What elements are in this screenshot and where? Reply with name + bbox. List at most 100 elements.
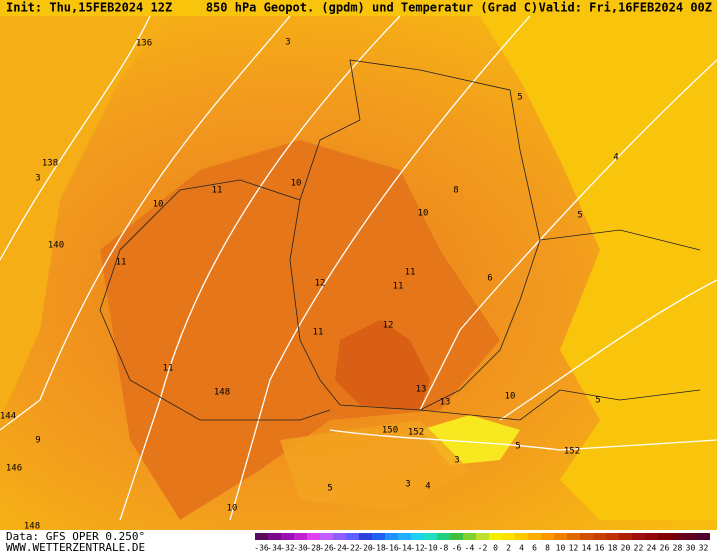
color-label: -20 [358,544,373,553]
color-label: 12 [569,544,579,553]
contour-label: 5 [515,442,520,452]
color-swatch [632,533,645,540]
color-label: 16 [595,544,605,553]
contour-label: 6 [487,274,492,284]
color-label: -34 [267,544,282,553]
color-swatch [255,533,268,540]
contour-label: 5 [517,93,522,103]
color-swatch [346,533,359,540]
cool-zone [0,16,170,420]
color-label: 24 [647,544,657,553]
color-label: -30 [293,544,308,553]
contour-label: 11 [163,364,174,374]
color-label: -26 [319,544,334,553]
contour-label: 11 [313,328,324,338]
color-swatch [541,533,554,540]
color-label: -14 [397,544,412,553]
map-title: 850 hPa Geopot. (gpdm) und Temperatur (G… [206,1,538,15]
color-swatch [424,533,437,540]
color-label: -22 [345,544,360,553]
color-label: 10 [556,544,566,553]
color-swatch [580,533,593,540]
data-source: Data: GFS OPER 0.250° [6,530,145,543]
contour-label: 13 [416,385,427,395]
warm-core [100,140,500,520]
header-bar [0,0,717,16]
color-swatch [411,533,424,540]
color-label: -36 [254,544,269,553]
color-swatch [476,533,489,540]
alps-zone [280,420,470,510]
borders [99,59,701,421]
color-label: 28 [673,544,683,553]
color-swatch [645,533,658,540]
color-swatch [489,533,502,540]
color-swatch [398,533,411,540]
color-swatch [502,533,515,540]
contour-label: 5 [327,484,332,494]
color-label: 18 [608,544,618,553]
color-label: 30 [686,544,696,553]
contour-label: 146 [6,464,22,474]
color-label: -28 [306,544,321,553]
color-label: -2 [478,544,488,553]
color-label: 8 [545,544,550,553]
contour-label: 11 [405,268,416,278]
color-swatch [671,533,684,540]
contour-label: 140 [48,241,64,251]
color-swatch [619,533,632,540]
color-swatch [450,533,463,540]
color-swatch [515,533,528,540]
color-label: -16 [384,544,399,553]
contour-label: 3 [405,480,410,490]
contour-label: 5 [577,211,582,221]
color-swatch [606,533,619,540]
color-swatch [528,533,541,540]
color-label: 26 [660,544,670,553]
warm-zone [480,16,717,520]
color-swatch [281,533,294,540]
hot-core [335,320,430,410]
color-label: 22 [634,544,644,553]
contour-label: 138 [42,159,58,169]
contour-label: 152 [408,428,424,438]
color-swatch [268,533,281,540]
color-swatch [307,533,320,540]
contour-label: 144 [0,412,16,422]
contour-label: 11 [212,186,223,196]
color-swatch [437,533,450,540]
color-swatch [372,533,385,540]
color-label: 32 [699,544,709,553]
color-swatch [333,533,346,540]
color-swatch [658,533,671,540]
contour-label: 3 [454,456,459,466]
contour-label: 13 [440,398,451,408]
color-label: -24 [332,544,347,553]
contour-label: 10 [418,209,429,219]
contour-label: 3 [285,38,290,48]
color-label: 2 [506,544,511,553]
color-swatch [463,533,476,540]
color-swatch [567,533,580,540]
color-label: -4 [465,544,475,553]
valid-time: Valid: Fri,16FEB2024 00Z [539,1,712,15]
contours [0,15,717,521]
color-label: -12 [410,544,425,553]
contour-label: 10 [505,392,516,402]
color-label: 0 [493,544,498,553]
contour-label: 150 [382,426,398,436]
color-label: 6 [532,544,537,553]
color-label: 14 [582,544,592,553]
color-swatch [359,533,372,540]
contour-label: 136 [136,39,152,49]
color-label: -10 [423,544,438,553]
color-swatch [554,533,567,540]
color-swatch [697,533,710,540]
color-label: -18 [371,544,386,553]
color-label: 4 [519,544,524,553]
color-swatch [684,533,697,540]
contour-label: 5 [595,396,600,406]
contour-label: 12 [383,321,394,331]
color-label: 20 [621,544,631,553]
